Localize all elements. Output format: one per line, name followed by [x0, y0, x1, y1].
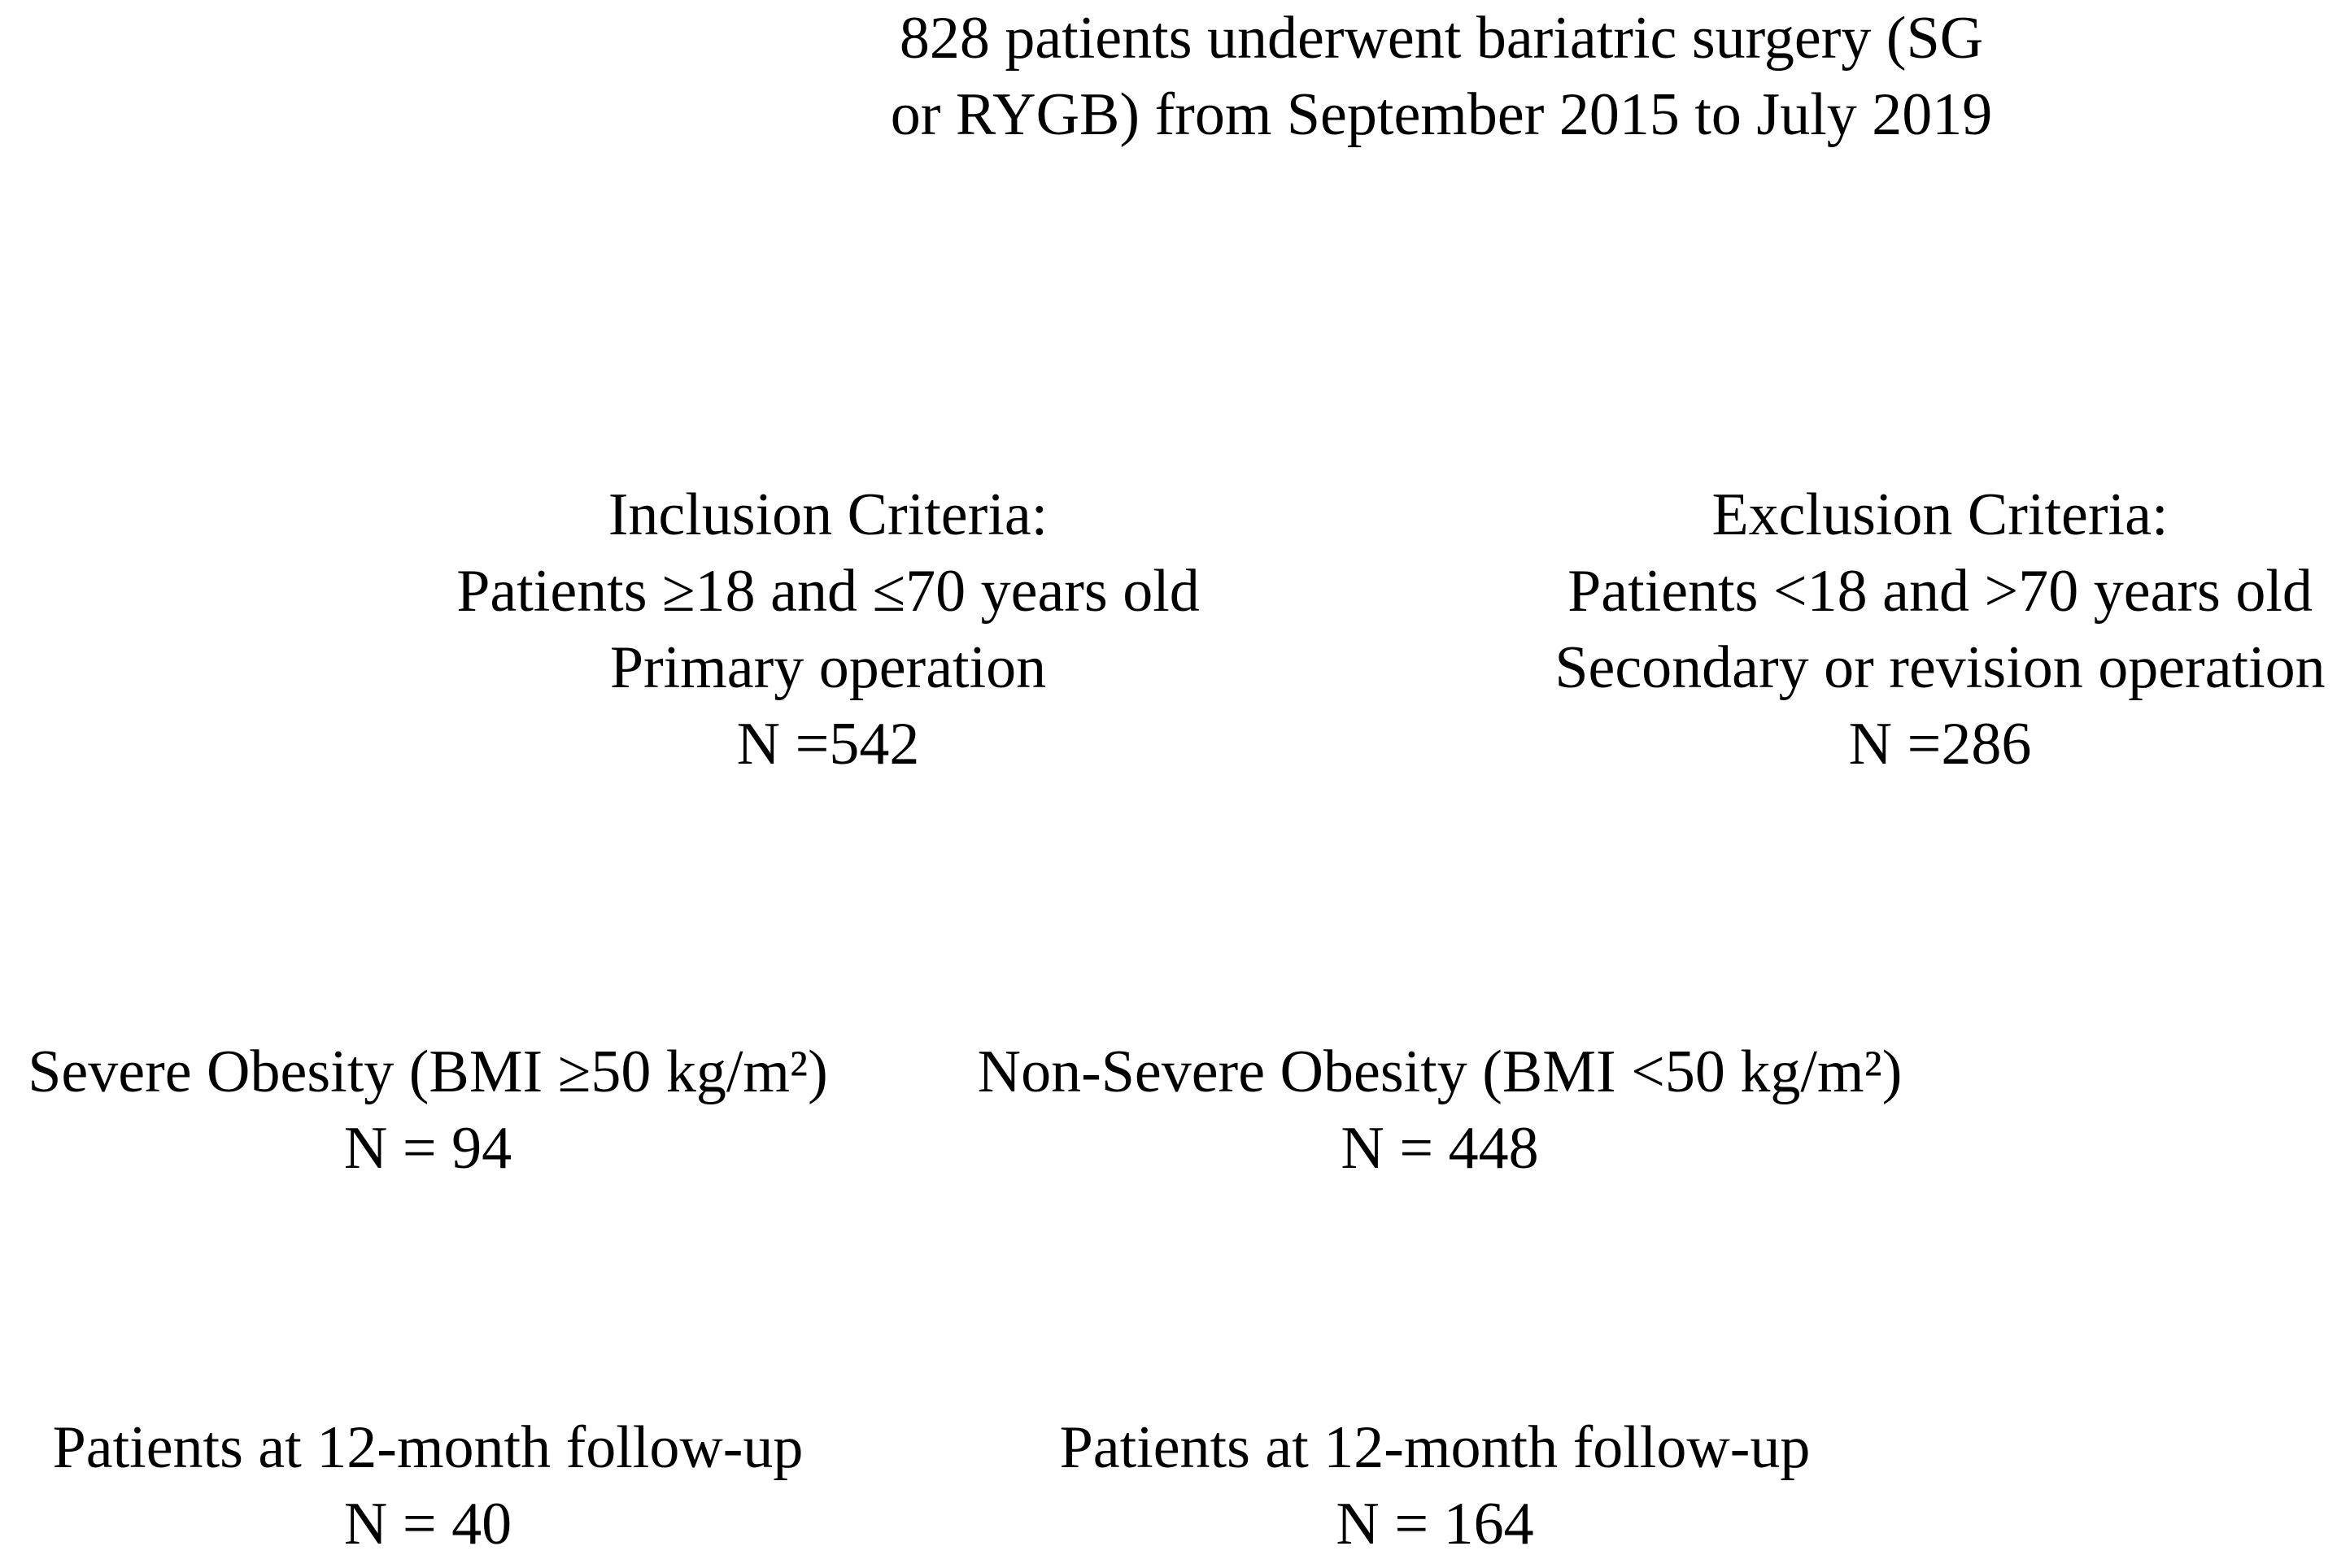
enrollment-line-1: 828 patients underwent bariatric surgery…	[899, 5, 1984, 72]
inclusion-criteria-age: Patients ≥18 and ≤70 years old	[456, 558, 1200, 625]
node-non-severe-obesity: Non-Severe Obesity (BMI <50 kg/m²) N = 4…	[978, 1034, 1903, 1187]
node-severe-obesity: Severe Obesity (BMI ≥50 kg/m²) N = 94	[28, 1034, 828, 1187]
severe-followup-count: N = 40	[343, 1491, 512, 1557]
severe-obesity-count: N = 94	[343, 1115, 512, 1182]
inclusion-criteria-title: Inclusion Criteria:	[608, 481, 1049, 548]
severe-followup-label: Patients at 12-month follow-up	[52, 1414, 804, 1481]
inclusion-criteria-operation: Primary operation	[609, 634, 1047, 701]
node-inclusion-criteria: Inclusion Criteria: Patients ≥18 and ≤70…	[456, 477, 1200, 782]
non-severe-followup-label: Patients at 12-month follow-up	[1059, 1414, 1811, 1481]
non-severe-obesity-count: N = 448	[1341, 1115, 1539, 1182]
non-severe-followup-count: N = 164	[1336, 1491, 1534, 1557]
exclusion-criteria-title: Exclusion Criteria:	[1711, 481, 2169, 548]
inclusion-criteria-count: N =542	[736, 711, 920, 777]
node-exclusion-criteria: Exclusion Criteria: Patients <18 and >70…	[1554, 477, 2325, 782]
node-non-severe-followup: Patients at 12-month follow-up N = 164	[1060, 1409, 1811, 1562]
node-enrollment: 828 patients underwent bariatric surgery…	[891, 0, 1993, 153]
node-severe-followup: Patients at 12-month follow-up N = 40	[53, 1409, 804, 1562]
severe-obesity-label: Severe Obesity (BMI ≥50 kg/m²)	[28, 1039, 828, 1105]
exclusion-criteria-count: N =286	[1848, 711, 2032, 777]
enrollment-line-2: or RYGB) from September 2015 to July 201…	[890, 81, 1993, 148]
exclusion-criteria-age: Patients <18 and >70 years old	[1567, 558, 2313, 625]
non-severe-obesity-label: Non-Severe Obesity (BMI <50 kg/m²)	[977, 1039, 1903, 1105]
exclusion-criteria-operation: Secondary or revision operation	[1554, 634, 2326, 701]
